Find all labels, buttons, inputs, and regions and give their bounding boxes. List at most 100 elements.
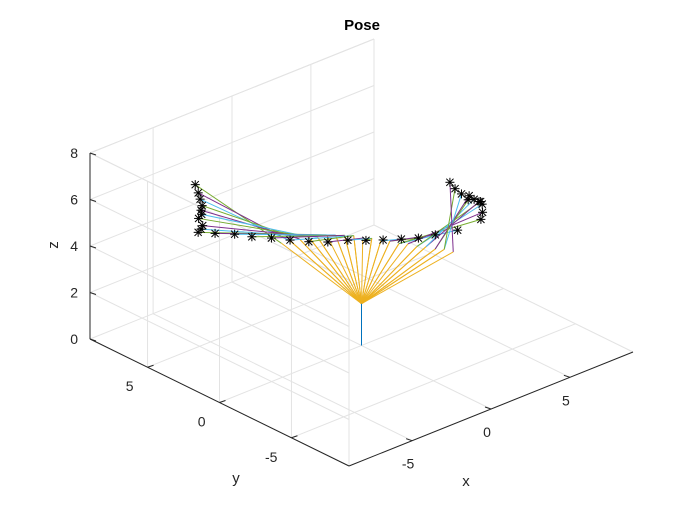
x-tick-mark <box>484 406 492 410</box>
arm-link-upper <box>308 236 362 304</box>
arm-pose <box>198 231 362 346</box>
grid-line-side-z <box>89 292 350 420</box>
arm-link-upper <box>335 234 362 304</box>
end-effector-marker <box>323 237 333 247</box>
end-effector-marker <box>396 234 406 244</box>
end-effector-marker <box>450 184 460 194</box>
grid-line-floor-y <box>147 252 432 368</box>
end-effector-marker <box>456 189 466 199</box>
arm-link-upper <box>361 248 445 305</box>
z-axis-label: z <box>45 241 62 249</box>
marker-stroke <box>198 201 207 210</box>
end-effector-marker <box>343 235 353 245</box>
z-tick-label: 6 <box>70 192 78 208</box>
marker-stroke <box>197 206 205 215</box>
z-tick-mark <box>89 292 97 295</box>
arm-link-lower <box>416 203 483 247</box>
z-tick-label: 8 <box>70 145 78 161</box>
end-effector-marker <box>464 191 474 201</box>
arm-link-upper <box>361 243 409 304</box>
marker-stroke <box>379 235 388 244</box>
tick-labels: -5 0 5 -5 0 5 0 2 4 6 8 <box>70 145 570 472</box>
arm-pose <box>201 205 362 346</box>
marker-stroke <box>465 191 474 200</box>
grid-line-side-z <box>89 245 350 374</box>
marker-stroke <box>470 195 479 204</box>
arm-link-upper <box>361 246 427 305</box>
end-effector-marker <box>247 232 257 242</box>
box-edge <box>373 224 634 353</box>
chart-title: Pose <box>344 17 380 34</box>
arm-link-lower <box>443 188 456 250</box>
arm-link-upper <box>361 238 364 304</box>
arm-pose <box>361 195 470 346</box>
x-tick-label: 5 <box>562 392 570 408</box>
marker-stroke <box>247 232 256 241</box>
arm-link-lower <box>398 229 458 245</box>
marker-stroke <box>397 235 406 244</box>
end-effector-marker <box>378 235 388 245</box>
z-tick-label: 0 <box>70 331 78 347</box>
end-effector-marker <box>190 180 200 190</box>
marker-stroke <box>196 195 205 204</box>
marker-stroke <box>230 230 239 239</box>
marker-stroke <box>194 188 203 197</box>
arm-link-lower <box>290 235 354 241</box>
marker-stroke <box>362 236 370 245</box>
arm-link-lower <box>271 234 345 239</box>
grid-line-back-z <box>89 178 375 293</box>
marker-stroke <box>343 236 352 245</box>
y-tick-label: 0 <box>198 414 206 430</box>
box-edge <box>89 152 350 281</box>
y-tick-mark <box>291 435 298 439</box>
y-axis-label: y <box>232 470 240 487</box>
arm-link-upper <box>344 235 362 304</box>
end-effector-marker <box>445 177 455 187</box>
marker-stroke <box>445 178 454 187</box>
arm-link-upper <box>317 236 362 304</box>
end-effector-marker <box>193 188 203 198</box>
end-effector-marker <box>230 229 240 239</box>
arm-pose <box>361 229 458 346</box>
x-tick-mark <box>563 374 571 378</box>
end-effector-marker <box>285 235 295 245</box>
grid-line-back-z <box>89 224 375 340</box>
arm-link-upper <box>299 238 362 304</box>
grid <box>89 38 634 467</box>
axes <box>89 152 634 467</box>
grid-line-back-z <box>89 85 375 200</box>
arm-link-upper <box>353 235 362 304</box>
grid-line-side-z <box>89 199 350 327</box>
marker-stroke <box>267 234 276 242</box>
marker-stroke <box>478 208 487 217</box>
marker-stroke <box>194 228 203 237</box>
arm-link-upper <box>361 240 391 304</box>
arm-link-upper <box>361 246 418 304</box>
arm-link-upper <box>290 240 362 305</box>
end-effector-marker <box>193 227 203 237</box>
end-effector-marker <box>304 237 314 247</box>
arm-pose <box>361 188 456 346</box>
arm-link-lower <box>201 213 309 238</box>
box-edge <box>89 38 375 154</box>
z-tick-mark <box>89 199 97 202</box>
marker-stroke <box>191 180 200 189</box>
end-effector-marker <box>210 228 220 238</box>
y-tick-mark <box>147 364 154 368</box>
arm-link-lower <box>425 198 475 247</box>
end-effector-marker <box>361 235 371 245</box>
arm-links <box>194 182 483 346</box>
arm-pose <box>271 234 362 346</box>
end-effector-marker <box>194 213 204 223</box>
marker-stroke <box>323 238 332 246</box>
arm-pose <box>361 201 481 346</box>
end-effector-marker <box>413 233 423 243</box>
arm-link-upper <box>280 242 362 305</box>
end-effector-marker <box>476 214 486 224</box>
marker-stroke <box>194 214 203 223</box>
marker-stroke <box>431 230 440 239</box>
arm-link-upper <box>361 243 400 304</box>
arm-link-lower <box>443 193 462 250</box>
marker-stroke <box>475 197 483 206</box>
